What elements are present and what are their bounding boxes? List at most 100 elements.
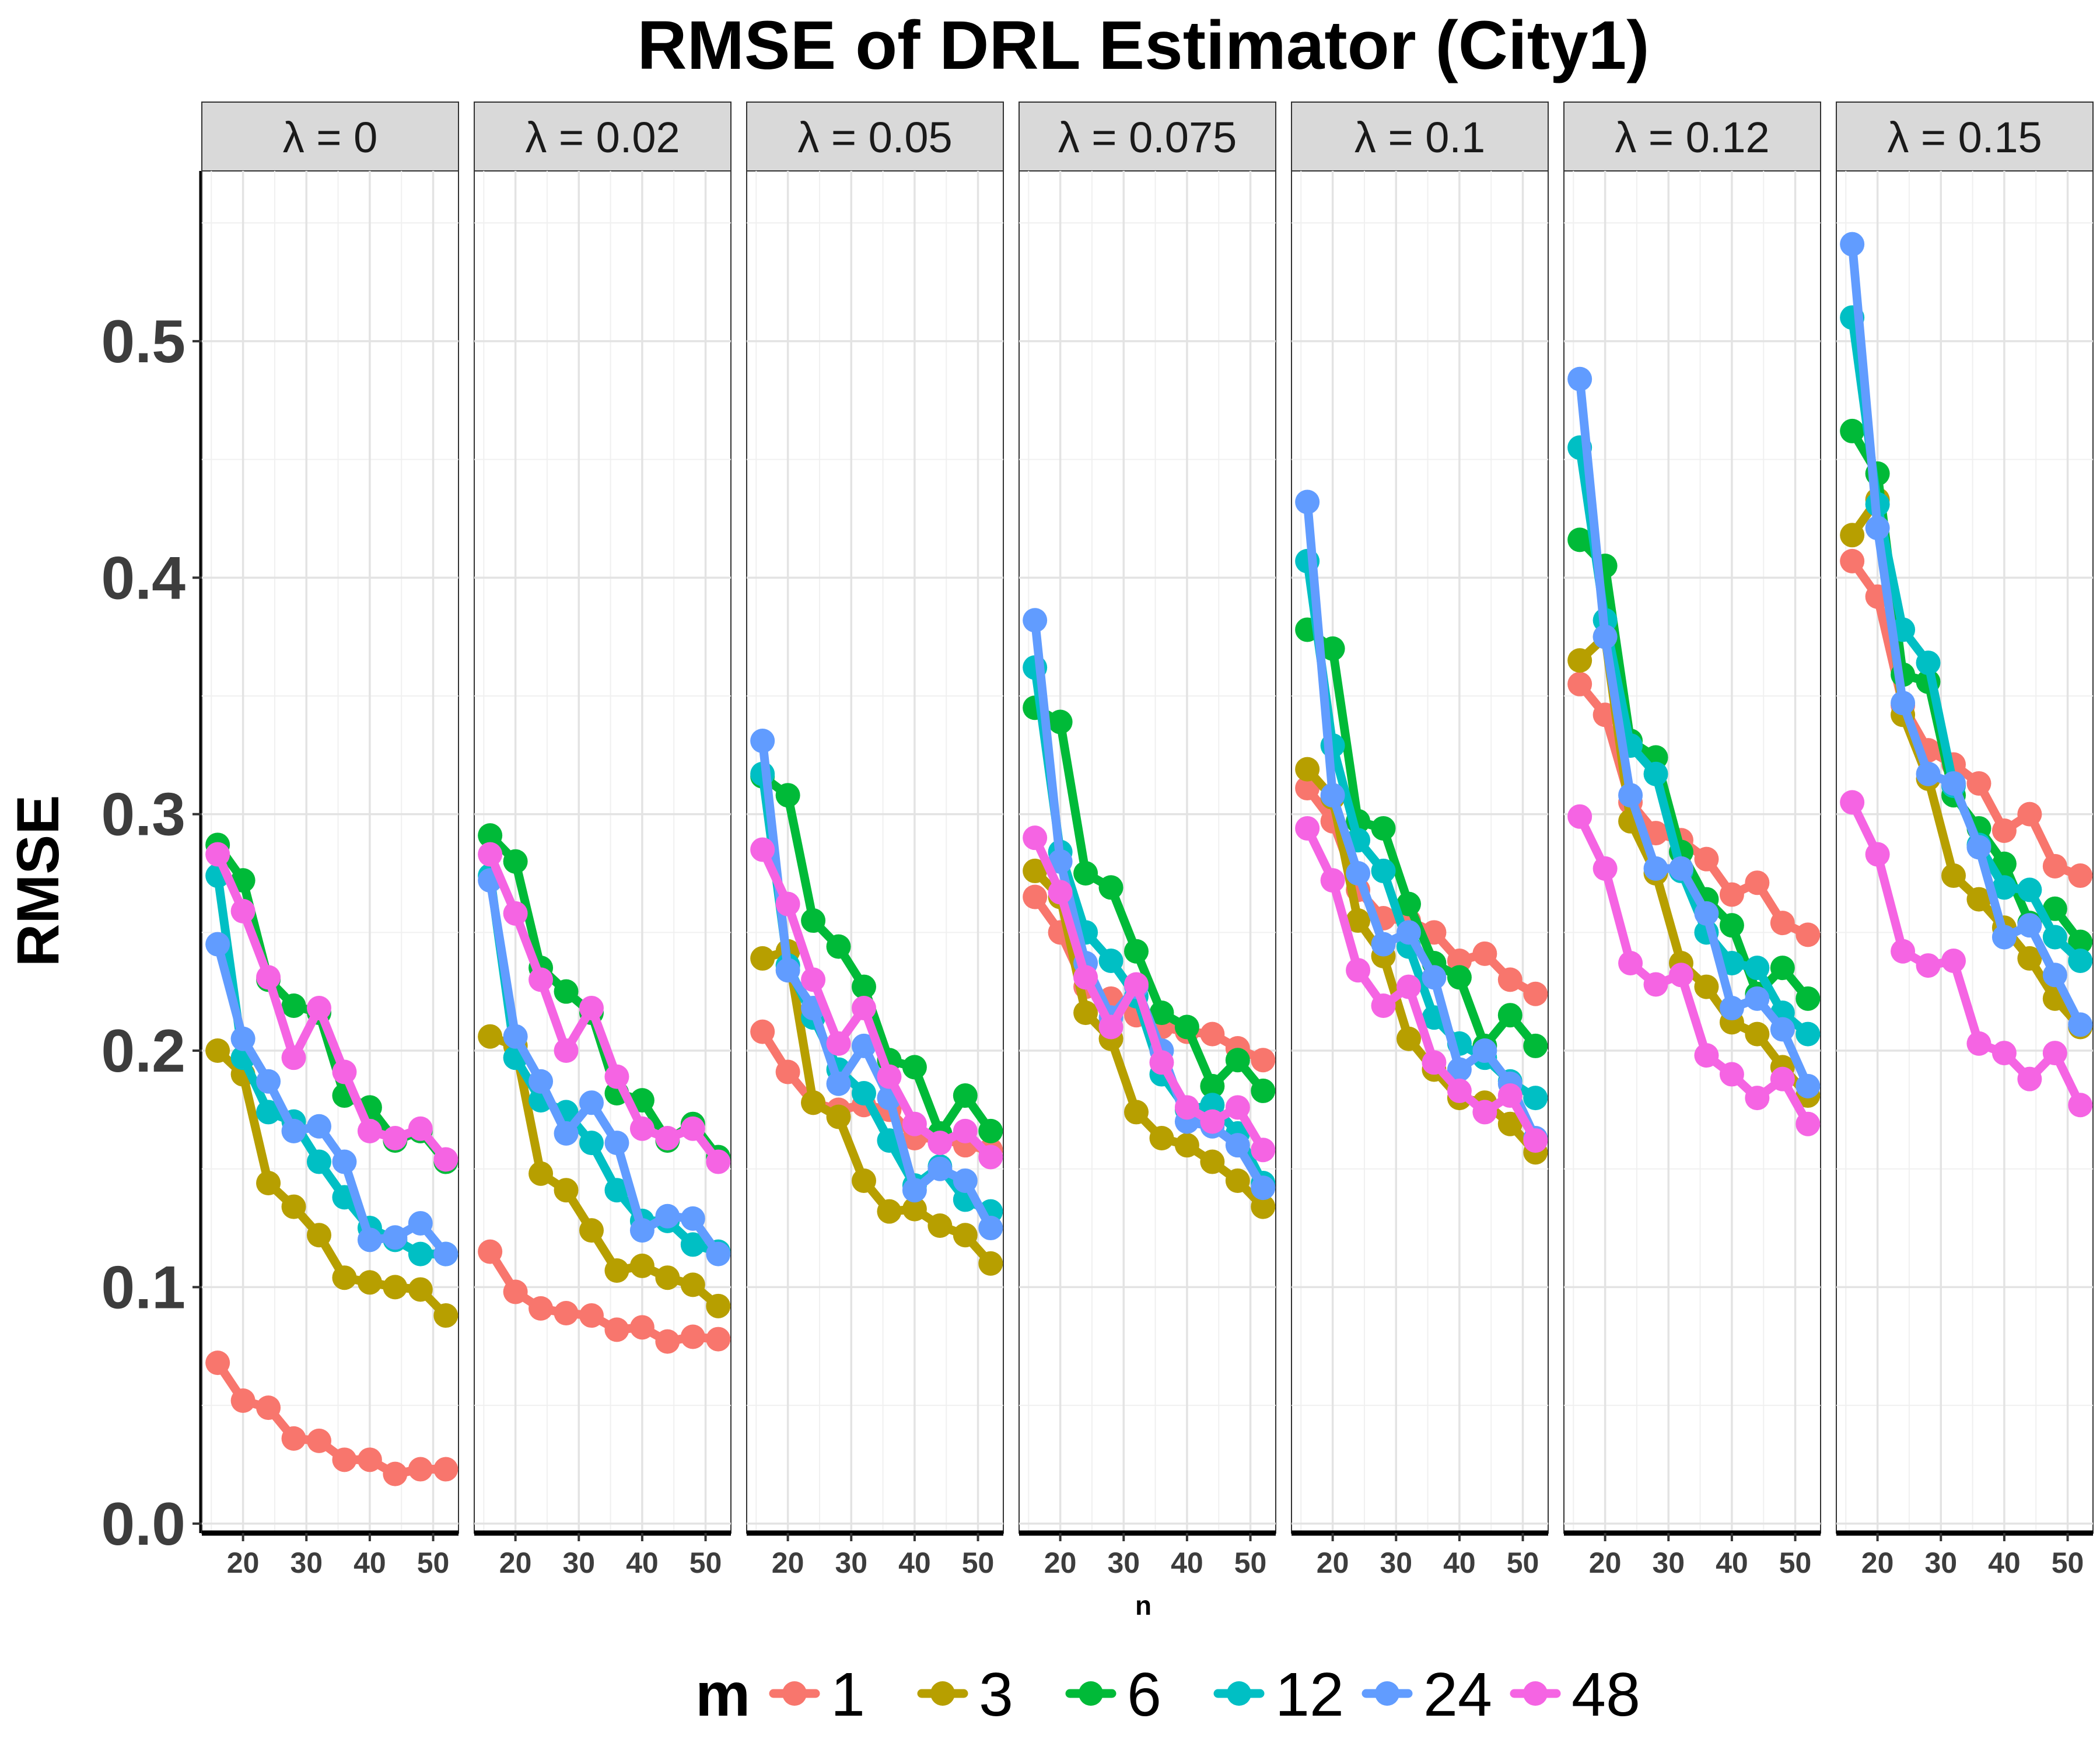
data-point [851,1033,876,1058]
data-point [629,1116,654,1141]
data-point [1916,650,1941,676]
data-point [1497,1111,1522,1136]
data-point [1865,516,1890,541]
series-line [1030,866,1268,1212]
x-tick-label: 40 [1716,1546,1748,1579]
data-point [1396,1026,1421,1051]
data-point [281,993,306,1018]
x-tick-label: 40 [626,1546,659,1579]
data-point [1422,965,1447,990]
data-point [928,1131,953,1156]
data-point [2042,963,2067,988]
data-point [1098,1014,1124,1040]
data-point [1124,939,1149,964]
data-point [579,996,604,1021]
data-point [953,1223,978,1248]
data-point [503,901,528,926]
data-point [1719,1062,1744,1087]
data-point [528,1161,554,1186]
data-point [1916,761,1941,786]
data-point [629,1218,654,1243]
data-point [1295,489,1320,515]
data-point [1796,1111,1821,1136]
legend-key-point [1523,1681,1548,1706]
data-point [1149,1126,1174,1151]
data-point [1200,1021,1225,1047]
data-point [953,1168,978,1193]
legend-label: 3 [979,1660,1013,1729]
data-point [1643,856,1668,881]
x-tick-label: 20 [772,1546,804,1579]
data-point [2068,1012,2093,1037]
data-point [2068,948,2093,973]
data-point [1796,1021,1821,1047]
data-point [281,1194,306,1219]
data-point [1225,1048,1250,1073]
data-point [306,1149,331,1174]
data-point [433,1241,459,1266]
data-point [801,967,826,992]
data-point [256,1395,281,1420]
x-tick-label: 50 [1234,1546,1267,1579]
data-point [503,1279,528,1304]
data-point [902,1055,927,1080]
series-line [1303,498,1540,1143]
data-point [1694,846,1719,872]
data-point [1523,981,1548,1006]
data-point [408,1277,433,1302]
data-point [2042,1041,2067,1066]
facet-panel: λ = 0.02 20 30 40 50 [474,102,732,1579]
data-point [1371,993,1396,1018]
data-point [408,1241,433,1266]
data-point [604,1178,629,1203]
data-point [2017,1066,2042,1091]
data-point [1643,972,1668,997]
data-point [1447,1057,1472,1082]
data-point [801,908,826,933]
data-point [2068,929,2093,954]
data-point [1719,882,1744,907]
data-point [408,1457,433,1482]
data-point [1891,691,1916,716]
x-tick-label: 30 [1107,1546,1140,1579]
data-point [775,783,800,808]
data-point [1447,1078,1472,1103]
x-axis-label: n [1135,1590,1152,1621]
data-point [1472,941,1497,966]
series-line [758,947,995,1268]
data-point [928,1213,953,1238]
data-point [1694,974,1719,999]
data-point [1770,911,1795,936]
data-point [1371,858,1396,883]
facet-strip [201,102,459,172]
series-line [485,871,723,1257]
x-tick-label: 20 [1044,1546,1077,1579]
x-tick-label: 50 [417,1546,450,1579]
data-point [1225,1133,1250,1158]
data-point [1048,709,1073,734]
data-point [1840,523,1865,548]
legend-label: 24 [1423,1660,1492,1729]
legend-label: 48 [1572,1660,1640,1729]
data-point [680,1272,705,1297]
data-point [554,1121,579,1146]
data-point [1073,1000,1098,1026]
data-point [801,1090,826,1115]
data-point [1225,1168,1250,1193]
data-point [851,996,876,1021]
data-point [851,974,876,999]
data-point [205,932,230,957]
x-tick-label: 30 [562,1546,595,1579]
facet-strip-label: λ = 0.02 [525,113,680,162]
data-point [478,1024,503,1049]
series-line [485,850,723,1167]
data-point [629,1315,654,1340]
data-point [1149,1000,1174,1026]
series-line [1847,557,2085,880]
legend: m 1 3 6 12 24 48 [695,1660,1640,1729]
x-tick-label: 20 [1861,1546,1894,1579]
data-point [1023,825,1048,851]
data-point [851,1168,876,1193]
data-point [1396,920,1421,945]
